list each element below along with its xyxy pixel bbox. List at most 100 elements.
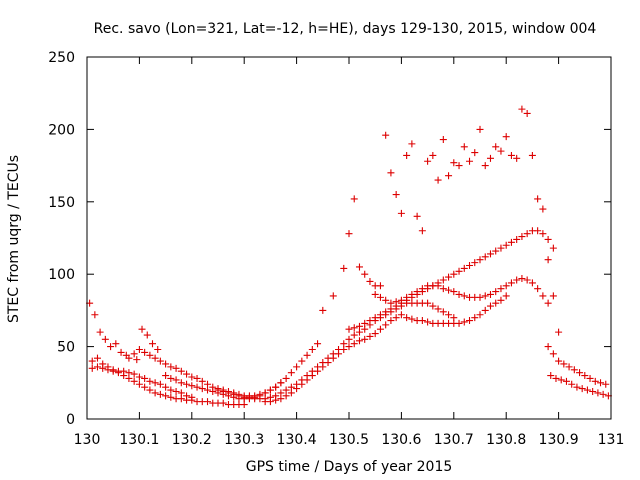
data-point [397,299,405,307]
data-point [481,162,489,170]
data-point [172,387,180,395]
data-point [193,374,201,382]
data-point [162,360,170,368]
data-point [345,335,353,343]
data-point [486,302,494,310]
data-point [355,322,363,330]
data-point [293,385,301,393]
data-point [183,370,191,378]
data-point [565,363,573,371]
data-point [209,387,217,395]
data-point [314,367,322,375]
data-point [366,277,374,285]
x-tick-label: 130.7 [434,432,474,448]
data-point [303,376,311,384]
data-point [282,374,290,382]
data-point [219,399,227,407]
data-point [403,314,411,322]
data-point [539,292,547,300]
data-point [172,376,180,384]
data-point [450,270,458,278]
data-point [130,370,138,378]
data-point [135,380,143,388]
data-point [445,273,453,281]
data-point [534,195,542,203]
data-point [507,151,515,159]
data-point [167,393,175,401]
data-point [149,340,156,348]
data-point [450,159,458,167]
data-point [193,383,201,391]
data-point [455,267,463,275]
data-point [162,372,170,380]
data-point [141,374,149,382]
data-point [523,230,531,238]
data-point [594,389,602,397]
data-point [376,311,384,319]
data-point [371,314,379,322]
data-point [573,383,581,391]
data-point [376,325,384,333]
data-point [466,157,474,165]
data-point [345,325,353,333]
data-point [507,238,515,246]
data-point [329,354,337,362]
data-point [513,154,521,162]
data-point [486,154,494,162]
data-point [93,354,101,362]
data-point [471,149,479,157]
data-point [418,227,426,235]
data-point [293,363,301,371]
y-tick-label: 250 [48,50,75,66]
data-point [198,385,206,393]
data-point [361,270,369,278]
data-point [568,380,576,388]
data-point [408,315,416,323]
data-point [476,125,484,133]
data-point [130,377,138,385]
data-point [133,356,141,364]
data-point [350,331,358,339]
data-point [266,386,274,394]
data-point [319,363,327,371]
data-point [146,386,154,394]
data-point [597,379,605,387]
data-point [371,330,379,338]
data-point [518,233,526,241]
data-point [502,133,510,141]
data-point [355,263,363,271]
y-tick-label: 150 [48,195,75,211]
data-point [117,348,125,356]
chart-title: Rec. savo (Lon=321, Lat=-12, h=HE), days… [94,21,597,37]
y-tick-label: 200 [48,122,75,138]
data-point [366,317,374,325]
data-point [329,292,337,300]
data-point [552,374,560,382]
data-point [507,279,515,287]
data-point [518,105,526,113]
data-point [492,143,500,151]
data-point [382,308,390,316]
y-axis: 0 50 100 150 200 250 [48,50,611,428]
data-point [361,319,369,327]
data-point [439,285,447,293]
data-point [486,290,494,298]
data-point [528,279,536,287]
data-point [387,169,395,177]
data-point [583,386,591,394]
data-point [308,345,316,353]
data-point [156,357,164,365]
data-point [287,389,295,397]
data-point [434,176,442,184]
data-point [387,317,395,325]
data-point [429,151,437,159]
data-point [272,396,280,404]
data-point [135,345,143,353]
data-point [219,387,227,395]
data-point [135,373,143,381]
data-point [361,335,369,343]
data-point [570,366,578,374]
points-layer [86,105,612,409]
data-point [91,311,99,319]
data-point [99,364,107,372]
